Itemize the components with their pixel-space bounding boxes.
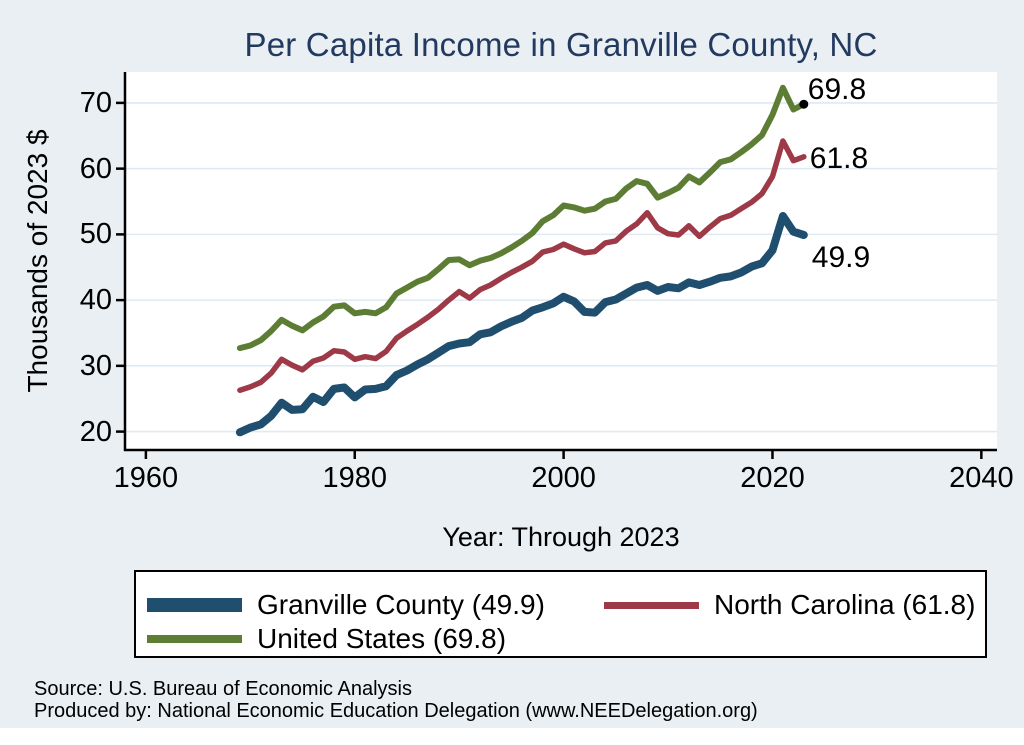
- chart-title: Per Capita Income in Granville County, N…: [244, 26, 878, 63]
- y-tick-label-20: 20: [79, 415, 112, 448]
- source-note: Source: U.S. Bureau of Economic Analysis: [34, 678, 412, 700]
- legend-item-north-carolina: North Carolina (61.8): [604, 588, 975, 622]
- x-axis-label: Year: Through 2023: [442, 522, 680, 552]
- legend-label-united-states: United States (69.8): [257, 623, 507, 654]
- legend-swatch-united-states: [147, 635, 242, 643]
- legend: Granville County (49.9) North Carolina (6…: [134, 570, 987, 658]
- end-value-label-north-carolina: 61.8: [809, 141, 869, 175]
- series-line-granville-county: [235, 212, 808, 437]
- plot-area: [116, 72, 997, 459]
- legend-item-granville-county: Granville County (49.9): [147, 588, 545, 622]
- legend-item-united-states: United States (69.8): [147, 622, 506, 656]
- x-tick-label-2040: 2040: [949, 462, 1014, 494]
- plot-background: [125, 72, 997, 450]
- legend-label-granville-county: Granville County (49.9): [257, 589, 545, 620]
- y-tick-label-30: 30: [79, 349, 112, 382]
- producer-note: Produced by: National Economic Education…: [34, 700, 758, 722]
- y-tick-label-40: 40: [79, 284, 112, 317]
- series-line-united-states: [236, 84, 807, 352]
- legend-label-north-carolina: North Carolina (61.8): [714, 589, 976, 620]
- end-value-label-united-states: 69.8: [807, 73, 867, 107]
- y-tick-label-50: 50: [79, 218, 112, 251]
- y-tick-label-60: 60: [79, 152, 112, 185]
- x-tick-label-2020: 2020: [740, 462, 805, 494]
- chart-figure: Per Capita Income in Granville County, N…: [0, 0, 1024, 728]
- series-line-north-carolina: [237, 138, 807, 393]
- footnotes: Source: U.S. Bureau of Economic Analysis…: [34, 678, 758, 722]
- y-tick-label-70: 70: [79, 86, 112, 119]
- legend-swatch-granville-county: [147, 598, 242, 612]
- end-value-label-granville-county: 49.9: [811, 241, 871, 275]
- latest-value-marker-united-states: [799, 99, 809, 109]
- x-tick-label-1960: 1960: [113, 462, 179, 494]
- x-tick-label-2000: 2000: [531, 462, 596, 494]
- legend-swatch-north-carolina: [604, 601, 699, 609]
- x-tick-label-1980: 1980: [322, 462, 387, 494]
